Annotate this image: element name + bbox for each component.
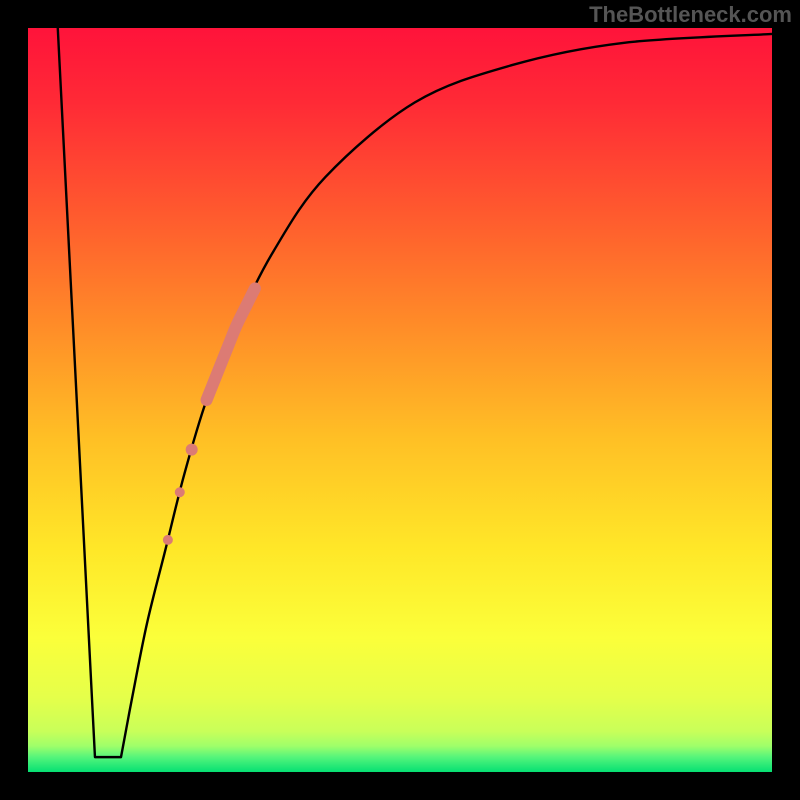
bottleneck-chart xyxy=(0,0,800,800)
highlight-dot xyxy=(175,487,185,497)
watermark-label: TheBottleneck.com xyxy=(589,2,792,28)
highlight-dot xyxy=(186,444,198,456)
highlight-dot xyxy=(163,535,173,545)
chart-container: { "watermark": { "text": "TheBottleneck.… xyxy=(0,0,800,800)
